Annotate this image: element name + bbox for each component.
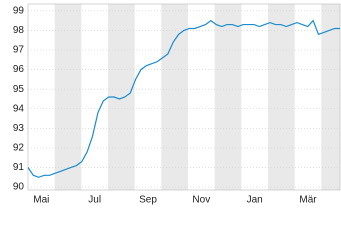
y-tick-label: 93 [13, 123, 25, 134]
x-tick-label: Sep [139, 195, 157, 206]
price-line [27, 19, 340, 178]
x-tick-label: Mai [33, 195, 49, 206]
y-tick-label: 96 [13, 64, 25, 75]
x-tick-label: Jan [247, 195, 263, 206]
month-band [214, 4, 242, 190]
y-tick-label: 97 [13, 45, 25, 56]
plot-frame [27, 3, 341, 191]
month-band [161, 4, 188, 190]
month-band [268, 4, 295, 190]
y-tick-label: 92 [13, 143, 25, 154]
month-band [54, 4, 82, 190]
x-tick-label: Jul [88, 195, 101, 206]
y-tick-label: 98 [13, 25, 25, 36]
month-band [321, 4, 340, 190]
x-tick-label: Mär [299, 195, 317, 206]
chart: Mai Jul Sep Nov Jan Mär 90 91 92 93 94 95 96 97 98 99 [13, 3, 341, 206]
y-tick-label: 91 [13, 162, 25, 173]
y-tick-label: 95 [13, 84, 25, 95]
y-tick-label: 99 [13, 5, 25, 16]
x-tick-label: Nov [192, 195, 210, 206]
y-tick-label: 94 [13, 103, 25, 114]
y-tick-label: 90 [13, 182, 25, 193]
